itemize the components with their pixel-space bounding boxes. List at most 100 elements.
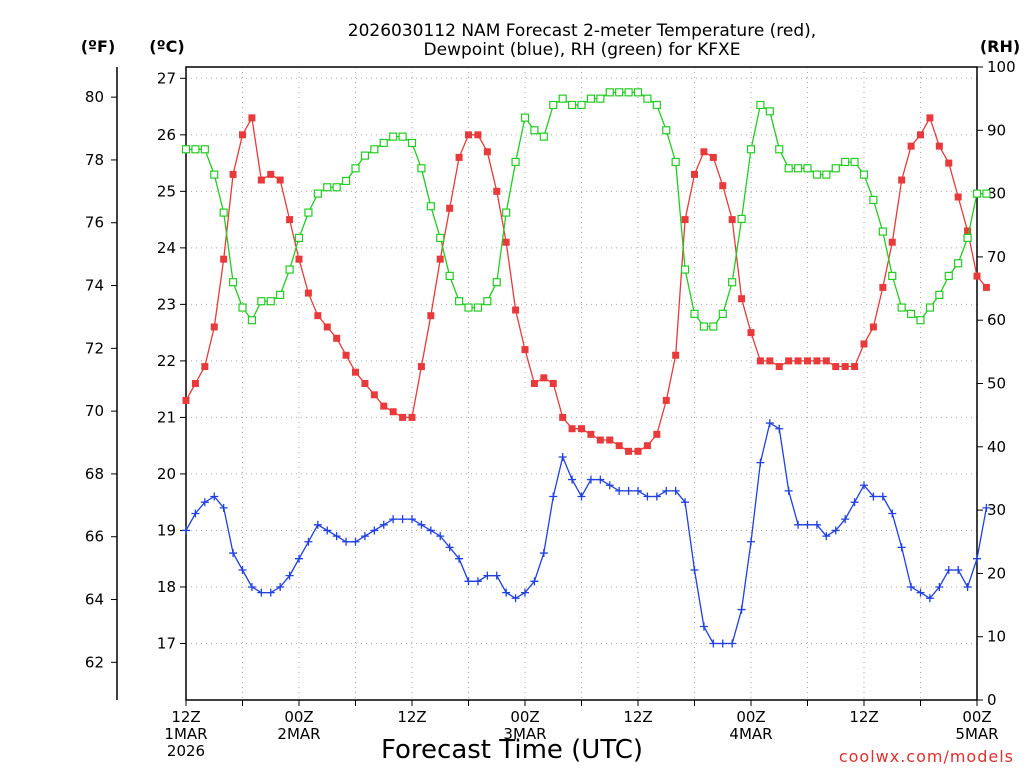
data-point-rh	[972, 189, 982, 198]
data-point-rh	[238, 303, 247, 312]
data-point-rh	[850, 157, 859, 167]
data-point-temperature	[606, 436, 614, 444]
data-point-temperature	[276, 176, 284, 184]
rh-tick-label: 60	[987, 311, 1006, 329]
data-point-dewpoint	[681, 498, 690, 507]
data-point-rh	[586, 94, 596, 103]
data-point-rh	[294, 233, 304, 243]
celsius-tick-label: 18	[157, 578, 176, 596]
fahrenheit-tick-label: 78	[85, 151, 104, 169]
data-point-dewpoint	[247, 582, 256, 591]
data-point-rh	[897, 303, 906, 312]
data-point-temperature	[756, 357, 764, 365]
x-tick-label: 12Z	[849, 708, 878, 726]
data-point-rh	[360, 151, 370, 160]
data-point-rh	[577, 100, 586, 110]
data-point-dewpoint	[624, 486, 633, 495]
data-point-dewpoint	[652, 492, 661, 501]
data-point-dewpoint	[379, 520, 388, 529]
data-point-temperature	[314, 312, 322, 320]
data-point-dewpoint	[982, 503, 991, 512]
data-point-rh	[888, 271, 897, 280]
data-point-rh	[803, 164, 812, 173]
data-point-dewpoint	[888, 509, 897, 518]
data-point-rh	[502, 208, 511, 217]
data-point-rh	[530, 126, 539, 135]
data-point-temperature	[408, 413, 416, 421]
x-tick-label: 12Z	[171, 708, 200, 726]
x-axis-label: Forecast Time (UTC)	[381, 735, 643, 765]
data-point-dewpoint	[925, 594, 934, 603]
data-point-dewpoint	[502, 588, 511, 597]
data-point-dewpoint	[869, 492, 878, 501]
data-point-dewpoint	[596, 475, 605, 484]
data-point-dewpoint	[342, 537, 351, 546]
data-point-rh	[859, 170, 869, 179]
data-point-temperature	[559, 413, 567, 421]
data-point-dewpoint	[182, 526, 190, 535]
data-point-rh	[436, 233, 445, 243]
data-point-temperature	[587, 430, 595, 438]
series-line-dewpoint	[185, 422, 988, 645]
data-point-temperature	[738, 295, 746, 303]
data-point-rh	[925, 303, 935, 312]
data-point-dewpoint	[445, 543, 454, 552]
data-point-temperature	[342, 351, 350, 359]
data-point-dewpoint	[455, 554, 464, 563]
data-point-temperature	[304, 289, 312, 297]
data-point-temperature	[785, 357, 793, 365]
celsius-tick-label: 26	[157, 126, 176, 144]
data-point-rh	[944, 271, 953, 280]
data-point-temperature	[691, 170, 698, 178]
data-point-temperature	[502, 238, 510, 246]
data-point-dewpoint	[521, 588, 529, 597]
data-point-temperature	[832, 363, 840, 371]
credit-text: coolwx.com/models	[839, 747, 1014, 766]
data-point-rh	[370, 145, 379, 154]
x-tick-label: 00Z	[962, 708, 991, 726]
data-point-temperature	[417, 363, 425, 371]
data-point-rh	[247, 316, 257, 325]
data-point-temperature	[540, 374, 548, 382]
data-point-temperature	[201, 363, 209, 371]
data-point-rh	[464, 303, 473, 312]
data-point-dewpoint	[577, 492, 586, 501]
data-point-temperature	[446, 204, 454, 212]
rh-tick-label: 0	[987, 691, 997, 709]
data-point-dewpoint	[728, 639, 737, 648]
data-point-rh	[615, 88, 624, 97]
data-point-dewpoint	[295, 554, 303, 563]
data-point-temperature	[286, 216, 294, 224]
data-point-rh	[276, 290, 285, 299]
data-point-dewpoint	[963, 582, 972, 591]
x-tick-label: 12Z	[397, 708, 426, 726]
data-point-rh	[869, 195, 878, 205]
fahrenheit-unit-label: (ºF)	[81, 37, 116, 56]
data-point-dewpoint	[558, 452, 567, 461]
data-point-dewpoint	[426, 526, 435, 535]
data-point-rh	[662, 126, 671, 135]
data-point-rh	[473, 303, 483, 312]
data-point-rh	[633, 88, 643, 97]
fahrenheit-tick-label: 64	[85, 591, 104, 609]
x-tick-label: 00Z	[284, 708, 313, 726]
data-point-rh	[906, 309, 916, 318]
celsius-tick-label: 22	[157, 352, 176, 370]
data-point-temperature	[982, 283, 990, 291]
data-point-rh	[445, 271, 454, 280]
axes: 62 64 66 68 70 72 74 76 78 80 17 18 19 20 21 22 23 24 25 26…	[85, 58, 1016, 709]
data-point-rh	[191, 145, 200, 154]
data-point-temperature	[653, 430, 661, 438]
data-point-rh	[266, 297, 275, 306]
data-point-rh	[775, 145, 784, 154]
celsius-tick-label: 17	[157, 634, 176, 652]
fahrenheit-tick-label: 68	[85, 465, 104, 483]
data-point-dewpoint	[436, 532, 445, 541]
chart-title-line-2: Dewpoint (blue), RH (green) for KFXE	[424, 40, 741, 60]
data-point-rh	[737, 214, 746, 224]
rh-tick-label: 40	[987, 438, 1006, 456]
rh-tick-label: 100	[987, 58, 1016, 76]
fahrenheit-tick-label: 66	[85, 528, 104, 546]
